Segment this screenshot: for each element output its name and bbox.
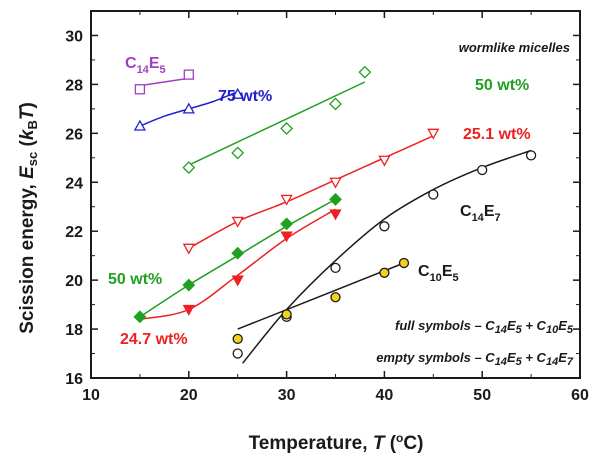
marker-series-5-point-1 [182,278,196,292]
marker-series-7-point-1 [281,309,292,320]
y-tick-label-26: 26 [65,126,83,143]
x-tick-label-60: 60 [571,387,589,404]
marker-series-0-point-1 [183,69,194,80]
marker-series-2-point-1 [231,146,245,160]
label-75wt: 75 wt% [218,88,272,105]
x-tick-label-10: 10 [82,387,100,404]
marker-series-4-point-2 [330,262,341,274]
marker-series-5-point-3 [280,217,294,231]
marker-series-4-point-6 [525,150,537,161]
label-c10e5: C10E5 [418,263,459,284]
marker-series-2-point-3 [329,97,342,111]
marker-series-1-point-0 [133,119,147,131]
note-empty-symbols: empty symbols – C14E5 + C14E7 [376,350,574,368]
marker-series-1-point-1 [182,102,195,114]
label-50wt-full: 50 wt% [108,271,162,288]
wormlike-micelles-annotation: wormlike micelles [459,40,570,55]
y-tick-label-28: 28 [65,77,83,94]
y-tick-label-16: 16 [65,371,83,388]
label-24-7wt: 24.7 wt% [120,331,188,348]
label-c14e5: C14E5 [125,55,166,76]
marker-series-3-point-2 [280,194,293,206]
marker-series-3-point-3 [329,177,342,189]
marker-series-2-point-0 [182,161,196,175]
x-tick-label-40: 40 [376,387,394,404]
marker-series-0-point-0 [134,84,146,95]
marker-series-3-point-4 [378,155,391,167]
x-tick-label-30: 30 [278,387,296,404]
marker-series-3-point-0 [182,243,195,255]
marker-series-3-point-5 [427,128,440,140]
marker-series-6-point-3 [329,209,342,221]
marker-series-7-point-2 [330,292,341,303]
y-tick-label-18: 18 [65,322,83,339]
axis-ticks: 10 20 30 40 50 60 16 18 20 22 24 26 28 30 [65,11,589,404]
marker-series-3-point-1 [231,216,244,228]
fit-line-series-2 [188,81,366,166]
marker-series-5-point-2 [231,246,245,260]
y-tick-label-20: 20 [65,273,83,290]
label-50wt-empty: 50 wt% [475,77,529,94]
label-25-1wt: 25.1 wt% [463,126,531,143]
fit-line-series-6 [139,208,336,321]
marker-series-2-point-2 [280,122,294,135]
marker-series-4-point-5 [477,164,488,176]
marker-series-4-point-3 [379,221,390,232]
marker-series-4-point-0 [232,348,243,359]
marker-series-6-point-0 [182,304,195,316]
marker-series-7-point-0 [232,333,243,345]
marker-series-7-point-3 [379,267,390,278]
marker-series-4-point-4 [428,189,439,200]
y-axis-title: Scission energy, Esc (kBT) [17,102,40,334]
y-tick-label-24: 24 [65,175,83,192]
label-c14e7: C14E7 [460,203,501,224]
marker-series-5-point-4 [329,192,342,206]
fit-line-series-0 [139,77,189,87]
x-axis-title: Temperature, T (oC) [249,431,424,454]
marker-series-2-point-4 [358,65,372,79]
x-tick-label-50: 50 [473,387,491,404]
marker-series-5-point-0 [133,310,147,324]
marker-series-7-point-4 [398,257,410,269]
marker-series-1-point-2 [231,87,244,99]
fit-line-series-3 [188,135,434,249]
marker-series-6-point-1 [231,275,244,287]
y-tick-label-22: 22 [65,224,83,241]
data-markers [133,65,537,359]
note-full-symbols: full symbols – C14E5 + C10E5 [395,318,574,336]
y-tick-label-30: 30 [65,28,83,45]
marker-series-6-point-2 [280,231,293,243]
x-tick-label-20: 20 [180,387,198,404]
fit-line-series-7 [237,262,405,330]
